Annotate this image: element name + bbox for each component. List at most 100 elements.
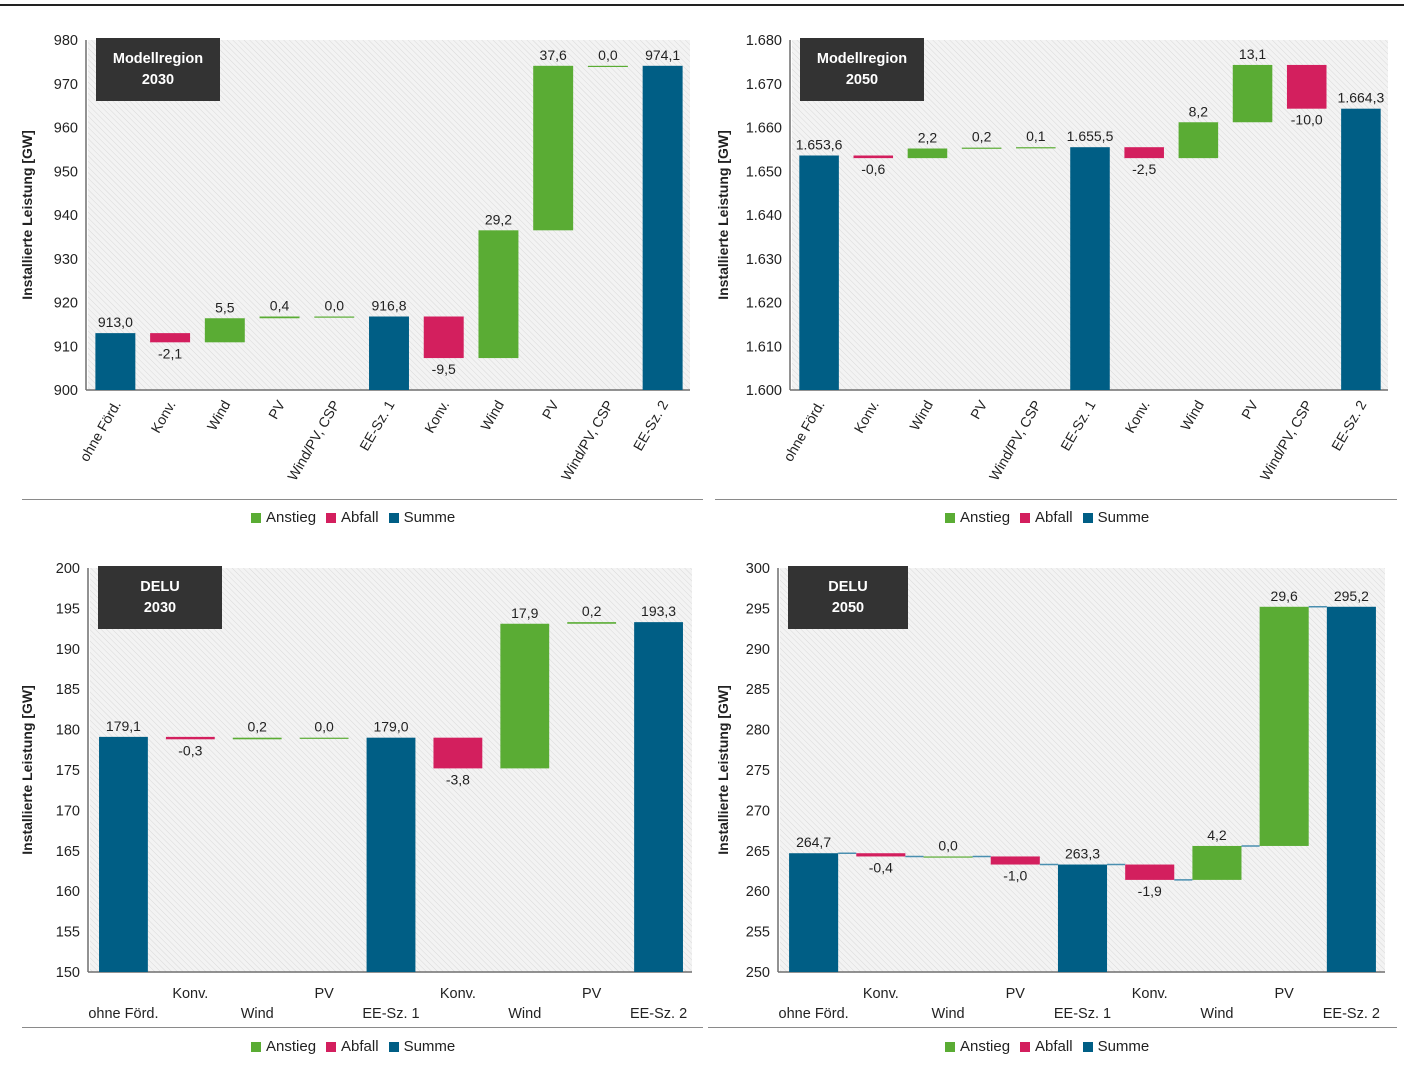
bar-decrease <box>423 316 464 359</box>
data-label: 295,2 <box>1334 588 1369 604</box>
x-tick-label: Konv. <box>421 398 452 436</box>
legend-item-total: Summe <box>388 509 456 526</box>
legend: Anstieg Abfall Summe <box>945 509 1149 526</box>
legend: Anstieg Abfall Summe <box>251 1038 455 1055</box>
legend-swatch-decrease <box>326 1041 337 1052</box>
x-tick-label: EE-Sz. 2 <box>630 397 672 453</box>
data-label: 0,0 <box>314 719 334 735</box>
x-tick-label: EE-Sz. 2 <box>630 1006 687 1022</box>
bar-increase <box>1232 64 1273 123</box>
bar-decrease <box>433 737 483 769</box>
legend-swatch-increase <box>251 512 261 523</box>
chart-title-box <box>98 566 222 629</box>
bar-increase <box>204 318 245 343</box>
x-tick-label: Wind <box>204 398 234 434</box>
data-label: 1.664,3 <box>1338 90 1385 106</box>
legend-label: Summe <box>403 509 456 526</box>
data-label: 0,0 <box>938 837 958 853</box>
legend-item-increase: Anstieg <box>251 1038 316 1055</box>
y-tick-label: 200 <box>56 561 80 577</box>
x-tick-label: PV <box>1006 986 1026 1002</box>
x-tick-label: Wind <box>932 1006 965 1022</box>
x-tick-label: ohne Förd. <box>780 398 828 465</box>
y-tick-label: 1.620 <box>746 296 782 312</box>
chart-svg: 250 255 260 265 270 275 280 285 290 295 300 Install… <box>715 561 1385 1022</box>
chart-title: DELU <box>140 579 179 595</box>
y-tick-label: 170 <box>56 803 80 819</box>
x-tick-label: PV <box>582 986 602 1002</box>
x-tick-label: Wind <box>1177 398 1207 434</box>
y-tick-label: 285 <box>746 682 770 698</box>
chart-separator <box>708 1027 1397 1028</box>
top-rule <box>0 4 1404 6</box>
bar-decrease <box>1124 147 1164 159</box>
legend-swatch-total <box>1082 1041 1093 1052</box>
data-label: 29,6 <box>1271 588 1298 604</box>
legend-swatch-decrease <box>1020 1041 1031 1052</box>
data-label: -0,6 <box>861 161 885 177</box>
data-label: -1,0 <box>1003 868 1027 884</box>
y-tick-label: 165 <box>56 844 80 860</box>
y-tick-label: 980 <box>54 33 78 49</box>
data-label: 0,0 <box>598 47 618 63</box>
chart-separator <box>715 499 1397 500</box>
y-tick-label: 150 <box>56 965 80 981</box>
bar-increase <box>533 65 574 231</box>
y-tick-label: 295 <box>746 601 770 617</box>
y-tick-label: 265 <box>746 844 770 860</box>
x-tick-label: Konv. <box>851 398 882 436</box>
bar-total <box>634 622 683 972</box>
data-label: 1.653,6 <box>796 137 843 153</box>
legend-item-decrease: Abfall <box>1020 509 1073 526</box>
x-tick-label: Wind/PV, CSP <box>986 398 1045 484</box>
bar-total <box>369 316 409 390</box>
y-tick-label: 1.650 <box>746 164 782 180</box>
y-tick-label: 175 <box>56 763 80 779</box>
legend-label: Abfall <box>341 509 379 526</box>
data-label: 193,3 <box>641 603 676 619</box>
x-tick-label: EE-Sz. 1 <box>356 397 398 453</box>
x-tick-label: EE-Sz. 1 <box>1054 1006 1111 1022</box>
data-label: 179,0 <box>373 719 408 735</box>
legend-item-total: Summe <box>388 1038 455 1055</box>
bar-increase <box>232 737 282 740</box>
chart-title: DELU <box>828 579 867 595</box>
data-label: -3,8 <box>446 771 470 787</box>
y-tick-label: 275 <box>746 763 770 779</box>
chart-svg: 150 155 160 165 170 175 180 185 190 195 200 Install… <box>19 561 692 1022</box>
legend-item-decrease: Abfall <box>326 509 379 526</box>
x-tick-label: ohne Förd. <box>76 398 124 465</box>
data-label: -2,1 <box>158 345 182 361</box>
legend-swatch-increase <box>945 512 955 523</box>
bar-decrease <box>1125 864 1175 880</box>
legend-swatch-total <box>1082 512 1093 523</box>
y-tick-label: 280 <box>746 723 770 739</box>
legend-label: Anstieg <box>266 1038 317 1055</box>
data-label: -2,5 <box>1132 161 1156 177</box>
x-tick-label: PV <box>1238 397 1262 422</box>
y-tick-label: 910 <box>54 339 78 355</box>
data-label: 264,7 <box>796 834 831 850</box>
bar-increase <box>587 65 628 68</box>
x-tick-label: ohne Förd. <box>779 1006 849 1022</box>
x-tick-label: Konv. <box>147 398 178 436</box>
data-label: -10,0 <box>1291 112 1323 128</box>
bar-total <box>366 737 416 972</box>
x-tick-label: Wind/PV, CSP <box>558 398 617 484</box>
y-axis-label: Installierte Leistung [GW] <box>715 130 731 300</box>
y-axis-label: Installierte Leistung [GW] <box>19 130 35 300</box>
y-tick-label: 1.680 <box>746 33 782 49</box>
legend-swatch-total <box>388 1041 399 1052</box>
y-tick-label: 185 <box>56 682 80 698</box>
y-tick-label: 255 <box>746 925 770 941</box>
chart-modellregion-2050: 1.600 1.610 1.620 1.630 1.640 1.650 1.660 1.670… <box>700 0 1404 540</box>
legend-item-increase: Anstieg <box>251 509 316 526</box>
legend-item-decrease: Abfall <box>1020 1038 1073 1055</box>
bar-increase <box>500 623 550 769</box>
x-tick-label: PV <box>1274 986 1294 1002</box>
y-tick-label: 155 <box>56 925 80 941</box>
x-tick-label: PV <box>314 986 334 1002</box>
chart-modellregion-2030: 900 910 920 930 940 950 960 970 980 Installierte … <box>0 0 704 540</box>
data-label: 0,2 <box>582 603 602 619</box>
data-label: 5,5 <box>215 299 235 315</box>
